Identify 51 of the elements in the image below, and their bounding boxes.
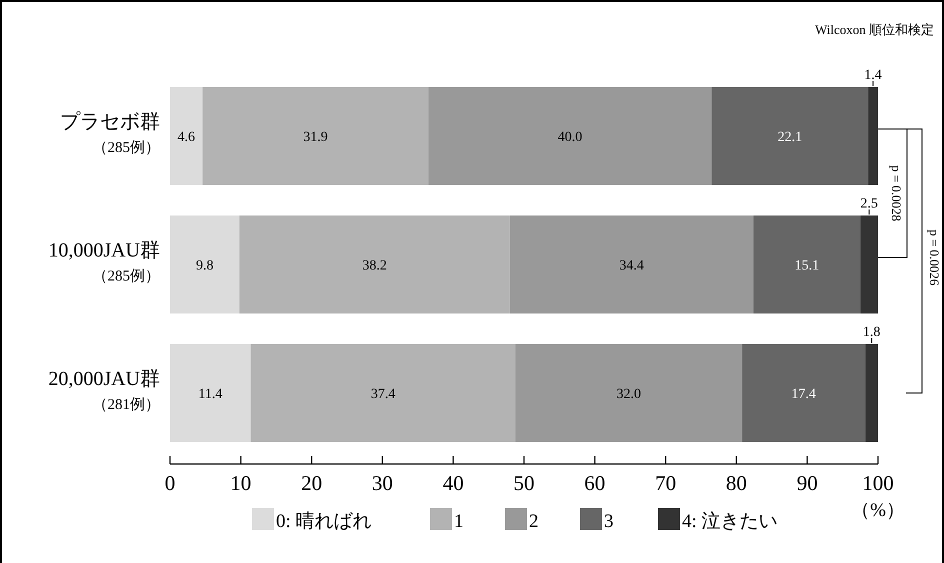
bar (865, 344, 878, 442)
bar (202, 87, 428, 185)
x-tick-label: 90 (796, 471, 818, 495)
bar (712, 87, 868, 185)
legend-label: 1 (454, 511, 464, 532)
y-tick-label: 10,000JAU群（285例） (48, 240, 160, 284)
bar (742, 344, 866, 442)
x-axis-title: （%） (851, 500, 905, 521)
bar (170, 344, 251, 442)
data-label: 15.1 (794, 258, 820, 274)
legend-label: 4: 泣きたい (682, 511, 778, 532)
bar (170, 87, 203, 185)
x-tick-label: 40 (442, 471, 464, 495)
x-tick-label: 80 (726, 471, 747, 495)
bar (170, 216, 240, 314)
bar (510, 216, 754, 314)
data-label: 31.9 (303, 130, 328, 145)
bar (239, 216, 510, 314)
data-label: 9.8 (196, 258, 214, 274)
data-label: 38.2 (362, 258, 387, 274)
data-label: 34.4 (619, 258, 644, 274)
legend-label: 2 (529, 511, 538, 532)
x-tick-label: 0 (164, 471, 176, 495)
data-label: 1.8 (862, 325, 880, 340)
bar (860, 216, 878, 314)
x-tick-label: 10 (230, 471, 252, 495)
y-tick-label: プラセボ群（285例） (60, 111, 160, 156)
bar (516, 344, 742, 442)
legend-label: 3 (604, 511, 614, 532)
x-tick-label: 70 (655, 471, 676, 495)
bar (428, 87, 712, 185)
data-label: 11.4 (198, 387, 222, 402)
x-tick-label: 20 (301, 471, 322, 495)
data-label: 2.5 (860, 196, 878, 212)
data-label: 1.4 (864, 68, 882, 83)
x-tick-label: 30 (372, 471, 393, 495)
data-label: 22.1 (778, 130, 802, 145)
legend-label: 0: 晴ればれ (276, 511, 372, 532)
x-tick-label: 50 (514, 471, 534, 495)
data-label: 17.4 (791, 387, 816, 402)
x-tick-label: 60 (584, 471, 606, 495)
data-label: 32.0 (616, 387, 642, 402)
bar (868, 87, 878, 185)
data-label: 40.0 (558, 130, 582, 145)
y-tick-label: 20,000JAU群（281例） (48, 368, 160, 413)
data-label: 37.4 (370, 387, 396, 402)
bar (753, 216, 860, 314)
text: Wilcoxon 順位和検定 (815, 22, 934, 37)
data-label: 4.6 (178, 130, 196, 145)
bar (250, 344, 516, 442)
x-tick-label: 100 (862, 471, 894, 495)
